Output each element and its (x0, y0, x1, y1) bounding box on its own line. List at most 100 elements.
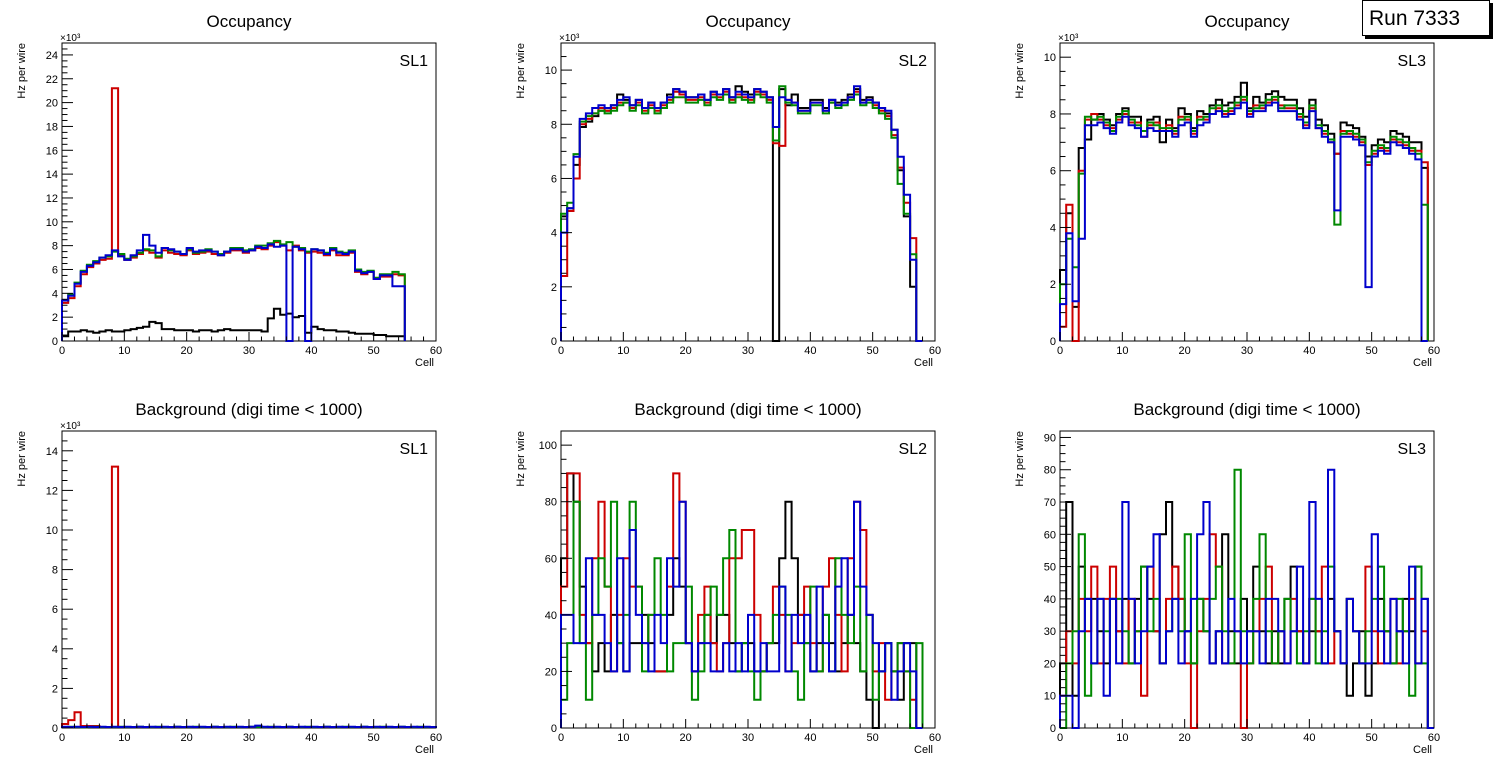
x-tick-label: 20 (680, 345, 692, 357)
y-axis-label: Hz per wire (1014, 43, 1026, 99)
y-tick-label: 4 (1050, 222, 1056, 234)
series-red (560, 472, 923, 729)
y-tick-label: 0 (1050, 723, 1056, 735)
x-tick-label: 30 (742, 732, 754, 744)
y-multiplier: ×10³ (1058, 33, 1079, 44)
y-tick-label: 2 (1050, 279, 1056, 291)
y-tick-label: 90 (1044, 432, 1056, 444)
x-axis-label: Cell (914, 357, 933, 369)
y-tick-label: 12 (46, 485, 58, 497)
chart-title: Background (digi time < 1000) (1133, 400, 1360, 419)
x-axis-label: Cell (1413, 357, 1432, 369)
x-tick-label: 20 (1179, 345, 1191, 357)
x-tick-label: 60 (929, 345, 941, 357)
y-axis-label: Hz per wire (1014, 431, 1026, 487)
superlayer-label: SL3 (1398, 441, 1427, 458)
series-blue (61, 233, 406, 342)
y-tick-label: 8 (52, 241, 58, 253)
x-tick-label: 10 (1116, 345, 1128, 357)
y-tick-label: 30 (1044, 626, 1056, 638)
x-tick-label: 30 (243, 345, 255, 357)
x-tick-label: 50 (1366, 345, 1378, 357)
x-tick-label: 10 (617, 345, 629, 357)
series-blue (560, 85, 923, 342)
x-axis-label: Cell (1413, 744, 1432, 756)
y-tick-label: 2 (52, 683, 58, 695)
run-number-label: Run 7333 (1362, 0, 1490, 36)
y-axis-label: Hz per wire (16, 43, 28, 99)
y-multiplier: ×10³ (60, 421, 81, 432)
x-tick-label: 60 (1428, 345, 1440, 357)
y-tick-label: 8 (551, 119, 557, 131)
series-black (560, 472, 923, 729)
x-tick-label: 30 (1241, 345, 1253, 357)
plot-frame (560, 42, 936, 342)
y-tick-label: 4 (52, 288, 58, 300)
y-tick-label: 24 (46, 50, 58, 62)
superlayer-label: SL3 (1398, 53, 1427, 70)
x-tick-label: 50 (368, 345, 380, 357)
x-tick-label: 50 (867, 345, 879, 357)
y-tick-label: 16 (46, 145, 58, 157)
y-tick-label: 0 (551, 723, 557, 735)
x-tick-label: 40 (1303, 732, 1315, 744)
series-green (1059, 95, 1429, 341)
y-tick-label: 4 (551, 228, 557, 240)
y-tick-label: 40 (1044, 594, 1056, 606)
x-tick-label: 30 (1241, 732, 1253, 744)
series-blue (560, 500, 923, 729)
y-tick-label: 100 (539, 440, 557, 452)
chart-panel-6: Background (digi time < 1000) 0 10 20 30 40 50… (1014, 400, 1440, 756)
x-tick-label: 20 (181, 345, 193, 357)
x-tick-label: 30 (742, 345, 754, 357)
x-tick-label: 50 (1366, 732, 1378, 744)
x-tick-label: 0 (558, 732, 564, 744)
y-tick-label: 10 (46, 525, 58, 537)
chart-panel-4: Background (digi time < 1000)0 10 20 30 40 50… (16, 400, 442, 756)
series-red (560, 90, 923, 342)
y-multiplier: ×10³ (559, 33, 580, 44)
x-tick-label: 10 (617, 732, 629, 744)
y-tick-label: 0 (52, 336, 58, 348)
series-green (560, 85, 923, 342)
y-tick-label: 6 (52, 264, 58, 276)
y-multiplier: ×10³ (60, 33, 81, 44)
x-tick-label: 30 (243, 732, 255, 744)
x-tick-label: 20 (680, 732, 692, 744)
x-tick-label: 40 (305, 732, 317, 744)
x-tick-label: 0 (59, 345, 65, 357)
y-tick-label: 10 (1044, 52, 1056, 64)
y-tick-label: 20 (46, 98, 58, 110)
y-tick-label: 18 (46, 121, 58, 133)
superlayer-label: SL2 (899, 441, 928, 458)
chart-title: Occupancy (1204, 12, 1290, 31)
chart-title: Background (digi time < 1000) (135, 400, 362, 419)
y-tick-label: 0 (1050, 336, 1056, 348)
y-tick-label: 8 (52, 565, 58, 577)
y-tick-label: 2 (52, 312, 58, 324)
y-tick-label: 6 (1050, 166, 1056, 178)
x-tick-label: 50 (867, 732, 879, 744)
x-tick-label: 40 (305, 345, 317, 357)
superlayer-label: SL2 (899, 53, 928, 70)
series-green (61, 239, 406, 341)
x-tick-label: 0 (59, 732, 65, 744)
x-tick-label: 0 (1057, 732, 1063, 744)
superlayer-label: SL1 (400, 441, 429, 458)
y-tick-label: 40 (545, 610, 557, 622)
series-black (61, 307, 406, 341)
x-tick-label: 0 (1057, 345, 1063, 357)
x-tick-label: 40 (804, 345, 816, 357)
chart-panel-5: Background (digi time < 1000) 0 10 20 30 40 50… (515, 400, 941, 756)
y-tick-label: 0 (52, 723, 58, 735)
y-tick-label: 10 (46, 217, 58, 229)
y-axis-label: Hz per wire (515, 43, 527, 99)
y-tick-label: 80 (1044, 465, 1056, 477)
series-red (61, 465, 437, 728)
chart-title: Occupancy (705, 12, 791, 31)
y-tick-label: 60 (545, 553, 557, 565)
x-tick-label: 60 (1428, 732, 1440, 744)
y-axis-label: Hz per wire (515, 431, 527, 487)
chart-title: Background (digi time < 1000) (634, 400, 861, 419)
